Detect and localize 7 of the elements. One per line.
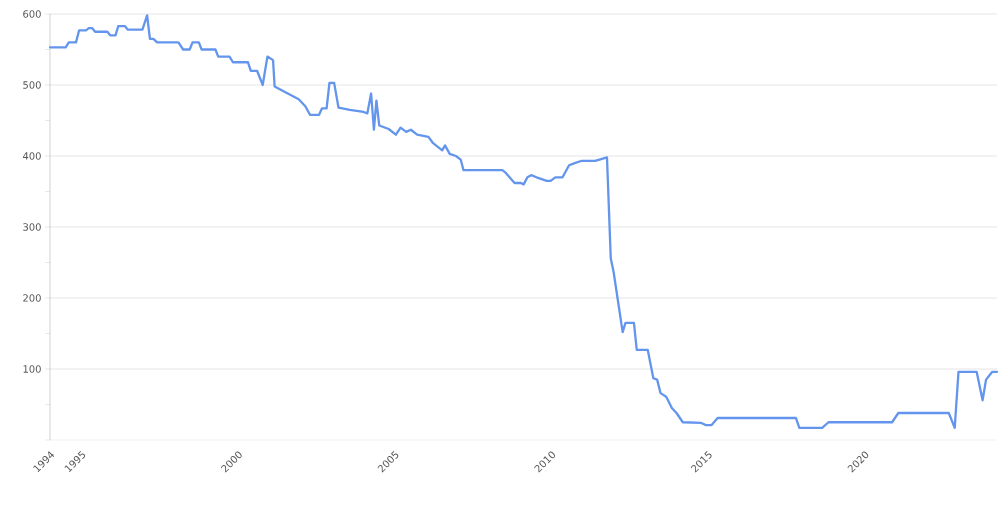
line-series <box>48 14 999 430</box>
y-tick-label: 200 <box>23 294 41 302</box>
y-tick-label: 400 <box>22 152 41 160</box>
y-tick-label: 300 <box>23 223 41 231</box>
y-tick-label: 500 <box>23 81 41 89</box>
y-tick-label: 600 <box>23 10 41 18</box>
y-tick-label: 100 <box>23 365 41 373</box>
